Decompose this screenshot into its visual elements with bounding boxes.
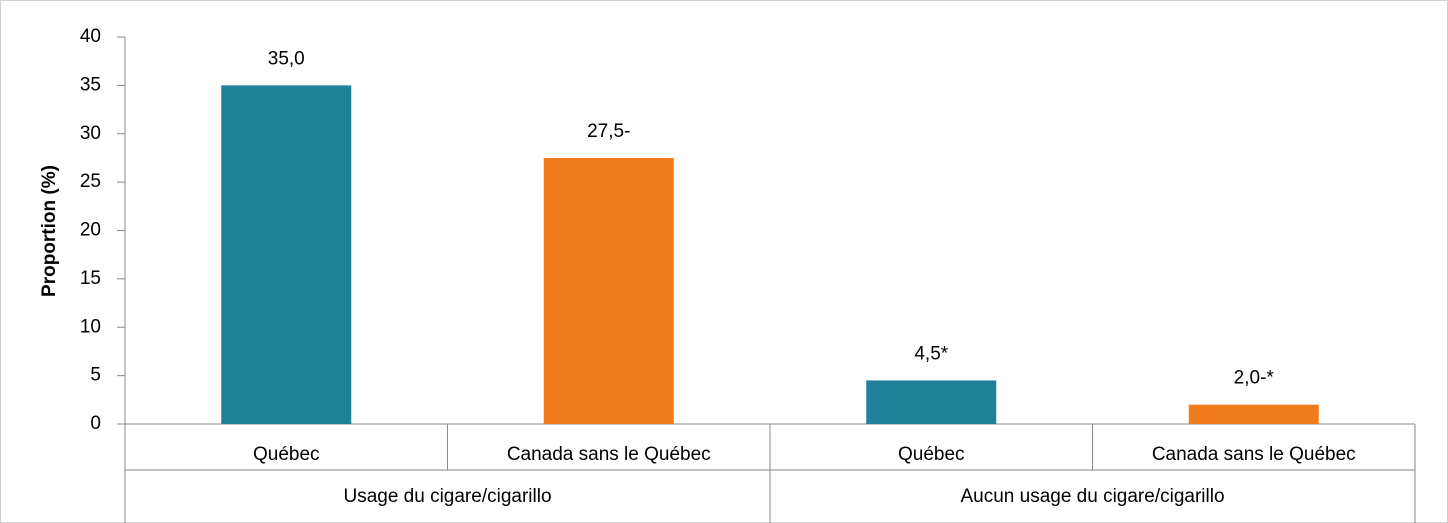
bar bbox=[1188, 404, 1319, 424]
bar bbox=[866, 380, 997, 424]
y-axis-label: Proportion (%) bbox=[39, 165, 60, 297]
y-tick-label: 5 bbox=[90, 365, 101, 386]
x-tick-label: Québec bbox=[898, 444, 965, 465]
x-tick-label: Canada sans le Québec bbox=[1152, 444, 1356, 465]
value-label: 27,5- bbox=[587, 121, 630, 142]
y-tick-label: 25 bbox=[80, 171, 101, 192]
y-tick-label: 30 bbox=[80, 123, 101, 144]
y-tick-label: 20 bbox=[80, 220, 101, 241]
value-label: 35,0 bbox=[268, 48, 305, 69]
bar bbox=[543, 157, 674, 424]
x-tick-label: Québec bbox=[253, 444, 320, 465]
y-tick-label: 40 bbox=[80, 26, 101, 47]
group-label: Usage du cigare/cigarillo bbox=[343, 486, 551, 507]
y-tick-label: 0 bbox=[90, 413, 101, 434]
y-tick-label: 10 bbox=[80, 316, 101, 337]
y-tick-label: 15 bbox=[80, 268, 101, 289]
value-label: 2,0-* bbox=[1234, 368, 1275, 389]
group-label: Aucun usage du cigare/cigarillo bbox=[960, 486, 1224, 507]
value-label: 4,5* bbox=[914, 343, 948, 364]
x-tick-label: Canada sans le Québec bbox=[507, 444, 711, 465]
y-tick-label: 35 bbox=[80, 74, 101, 95]
bar bbox=[221, 85, 352, 424]
